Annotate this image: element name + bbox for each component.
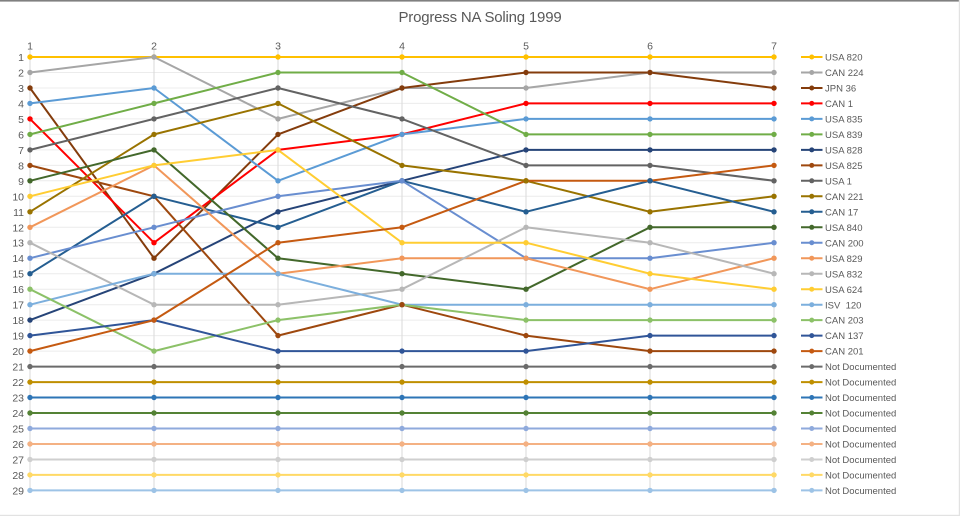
svg-text:CAN 203: CAN 203 — [825, 316, 864, 327]
svg-text:17: 17 — [12, 300, 24, 312]
svg-text:24: 24 — [12, 408, 24, 420]
svg-text:1: 1 — [18, 52, 24, 64]
svg-text:CAN 137: CAN 137 — [825, 331, 864, 342]
svg-text:Not Documented: Not Documented — [825, 455, 896, 466]
svg-text:22: 22 — [12, 377, 24, 389]
svg-text:9: 9 — [18, 176, 24, 188]
svg-text:16: 16 — [12, 284, 24, 296]
svg-text:13: 13 — [12, 238, 24, 250]
svg-text:Not Documented: Not Documented — [825, 424, 896, 435]
svg-text:CAN 17: CAN 17 — [825, 207, 858, 218]
svg-text:Not Documented: Not Documented — [825, 471, 896, 482]
svg-text:CAN 1: CAN 1 — [825, 99, 853, 110]
svg-text:10: 10 — [12, 191, 24, 203]
svg-text:6: 6 — [647, 41, 653, 53]
svg-text:Not Documented: Not Documented — [825, 378, 896, 389]
svg-text:21: 21 — [12, 362, 24, 374]
svg-text:6: 6 — [18, 129, 24, 141]
svg-text:USA 835: USA 835 — [825, 115, 863, 126]
svg-text:7: 7 — [771, 41, 777, 53]
svg-text:23: 23 — [12, 393, 24, 405]
svg-text:29: 29 — [12, 485, 24, 497]
svg-text:USA 839: USA 839 — [825, 130, 863, 141]
svg-text:14: 14 — [12, 253, 24, 265]
svg-text:Not Documented: Not Documented — [825, 440, 896, 451]
svg-text:CAN 221: CAN 221 — [825, 192, 864, 203]
svg-text:Progress NA Soling 1999: Progress NA Soling 1999 — [398, 9, 561, 26]
svg-text:8: 8 — [18, 160, 24, 172]
svg-text:19: 19 — [12, 331, 24, 343]
svg-text:7: 7 — [18, 145, 24, 157]
svg-text:CAN 224: CAN 224 — [825, 68, 864, 79]
svg-text:15: 15 — [12, 269, 24, 281]
svg-text:2: 2 — [151, 41, 157, 53]
svg-text:JPN 36: JPN 36 — [825, 84, 856, 95]
svg-text:Not Documented: Not Documented — [825, 362, 896, 373]
svg-text:18: 18 — [12, 315, 24, 327]
svg-text:USA 840: USA 840 — [825, 223, 863, 234]
svg-text:Not Documented: Not Documented — [825, 409, 896, 420]
svg-text:5: 5 — [523, 41, 529, 53]
svg-text:5: 5 — [18, 114, 24, 126]
svg-text:USA 624: USA 624 — [825, 285, 863, 296]
svg-text:CAN 200: CAN 200 — [825, 238, 864, 249]
svg-text:11: 11 — [13, 207, 24, 219]
svg-text:3: 3 — [18, 83, 24, 95]
svg-text:1: 1 — [27, 41, 33, 53]
svg-text:USA 832: USA 832 — [825, 269, 863, 280]
svg-text:4: 4 — [18, 98, 24, 110]
svg-text:20: 20 — [12, 346, 24, 358]
svg-text:Not Documented: Not Documented — [825, 393, 896, 404]
svg-text:12: 12 — [12, 222, 24, 234]
svg-text:3: 3 — [275, 41, 281, 53]
svg-text:USA 829: USA 829 — [825, 254, 863, 265]
svg-text:26: 26 — [12, 439, 24, 451]
svg-text:28: 28 — [12, 470, 24, 482]
svg-text:25: 25 — [12, 424, 24, 436]
svg-text:CAN 201: CAN 201 — [825, 347, 864, 358]
svg-text:4: 4 — [399, 41, 405, 53]
svg-text:USA 820: USA 820 — [825, 53, 863, 64]
svg-text:Not Documented: Not Documented — [825, 486, 896, 497]
svg-text:2: 2 — [18, 68, 24, 80]
svg-text:ISV 120: ISV 120 — [825, 300, 861, 311]
svg-text:USA 828: USA 828 — [825, 146, 863, 157]
svg-text:USA 825: USA 825 — [825, 161, 863, 172]
svg-text:USA 1: USA 1 — [825, 176, 852, 187]
svg-text:27: 27 — [12, 455, 24, 467]
